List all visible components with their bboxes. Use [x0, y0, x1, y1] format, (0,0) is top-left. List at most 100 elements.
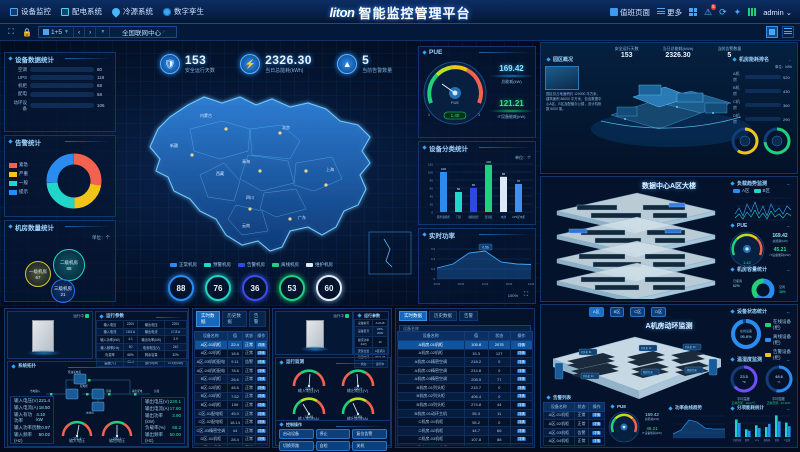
dc-floors-3d[interactable]: [547, 191, 725, 299]
gear-icon[interactable]: ✦: [734, 8, 742, 17]
tab-history[interactable]: 历史数据: [222, 311, 246, 327]
detail-button[interactable]: 详情: [517, 403, 526, 407]
map-label: 内蒙古: [200, 112, 212, 118]
detail-button[interactable]: 详情: [517, 377, 526, 381]
tab-realtime[interactable]: 实时数据: [399, 311, 427, 321]
china-map-svg[interactable]: 内蒙古 北京 新疆 西藏 青海 四川 云南 广东 上海: [130, 59, 390, 274]
ctrl-button[interactable]: 复位告警: [352, 429, 387, 439]
detail-button[interactable]: 详情: [257, 351, 266, 355]
detail-button[interactable]: 详情: [257, 429, 266, 433]
room-tab[interactable]: B区: [610, 307, 625, 317]
detail-button[interactable]: 详情: [257, 360, 266, 364]
detail-button[interactable]: 详情: [592, 422, 601, 426]
detail-button[interactable]: 详情: [517, 360, 526, 364]
grid-view-button[interactable]: [766, 26, 778, 38]
detail-button[interactable]: 详情: [517, 369, 526, 373]
bubble-tier1[interactable]: 一级机房 67: [25, 261, 51, 287]
nav-power-system[interactable]: 配电系统: [61, 6, 102, 17]
grid-icon[interactable]: [689, 8, 697, 16]
detail-button[interactable]: 详情: [517, 343, 526, 347]
detail-button[interactable]: 详情: [517, 351, 526, 355]
detail-button[interactable]: 详情: [592, 431, 601, 435]
detail-button[interactable]: 详情: [257, 386, 266, 390]
detail-button[interactable]: 详情: [257, 394, 266, 398]
expand-icon[interactable]: ⛶: [521, 290, 531, 300]
tab-realtime[interactable]: 实时数据: [196, 311, 220, 327]
ctrl-button[interactable]: 启动设备: [279, 429, 314, 439]
table-row[interactable]: D机房-01UPS主机0.980详情: [398, 444, 533, 446]
bubble-tier2[interactable]: 二级机房 88: [53, 249, 85, 281]
apps-icon[interactable]: [748, 8, 756, 16]
detail-button[interactable]: 详情: [517, 437, 526, 441]
detail-button[interactable]: 详情: [257, 412, 266, 416]
detail-button[interactable]: 详情: [257, 403, 266, 407]
detail-button[interactable]: 详情: [257, 369, 266, 373]
nav-device-monitor[interactable]: 设备监控: [10, 6, 51, 17]
ctrl-button[interactable]: 停止: [316, 429, 351, 439]
nav-digital-twin[interactable]: 数字孪生: [163, 6, 204, 17]
nav-cooling-system[interactable]: 冷源系统: [112, 6, 153, 17]
user-menu[interactable]: admin ⌄: [763, 8, 792, 17]
alarm-list-table[interactable]: 设备名称 状态 操作 A区-01机柜正常详情 A区-02机柜正常详情 A区-03…: [543, 402, 605, 446]
list-view-button[interactable]: [782, 26, 794, 38]
detail-button[interactable]: 详情: [592, 439, 601, 443]
room-tab[interactable]: D区: [651, 307, 666, 317]
detail-button[interactable]: 详情: [257, 437, 266, 441]
tab-alarm[interactable]: 告警: [249, 311, 266, 327]
prev-button[interactable]: ‹: [74, 27, 85, 37]
detail-button[interactable]: 详情: [517, 412, 526, 416]
center-breadcrumb[interactable]: 全国联网中心 ›: [110, 27, 176, 37]
detail-button[interactable]: 详情: [592, 413, 601, 417]
status-item: 离线设备(柜): [765, 334, 795, 346]
detail-button[interactable]: 详情: [257, 377, 266, 381]
detail-button[interactable]: 详情: [257, 420, 266, 424]
svg-text:60: 60: [472, 183, 476, 187]
lock-icon[interactable]: 🔒: [22, 27, 32, 37]
duty-page-button[interactable]: 值班页面: [610, 7, 650, 18]
more-menu-button[interactable]: 更多: [657, 7, 682, 18]
detail-button[interactable]: 详情: [517, 429, 526, 433]
room-tab[interactable]: C区: [630, 307, 645, 317]
next-button[interactable]: ›: [85, 27, 96, 37]
detail-button[interactable]: 详情: [517, 394, 526, 398]
refresh-icon[interactable]: ⟳: [719, 8, 727, 17]
bubble-tier3[interactable]: 三级机房 21: [51, 279, 75, 303]
layout-select[interactable]: 1+5 ▼: [39, 27, 74, 37]
tab-history[interactable]: 历史数据: [429, 311, 457, 321]
alarm-icon[interactable]: ⚠ 5: [704, 8, 712, 17]
fullscreen-icon[interactable]: ⛶: [6, 27, 16, 37]
room-tab[interactable]: A区: [589, 307, 604, 317]
detail-button[interactable]: 详情: [517, 420, 526, 424]
tab-alarm[interactable]: 告警: [459, 311, 478, 321]
detail-button[interactable]: 详情: [517, 386, 526, 390]
detail-button[interactable]: 详情: [257, 343, 266, 347]
extra-dropdown[interactable]: ▼: [96, 27, 110, 37]
